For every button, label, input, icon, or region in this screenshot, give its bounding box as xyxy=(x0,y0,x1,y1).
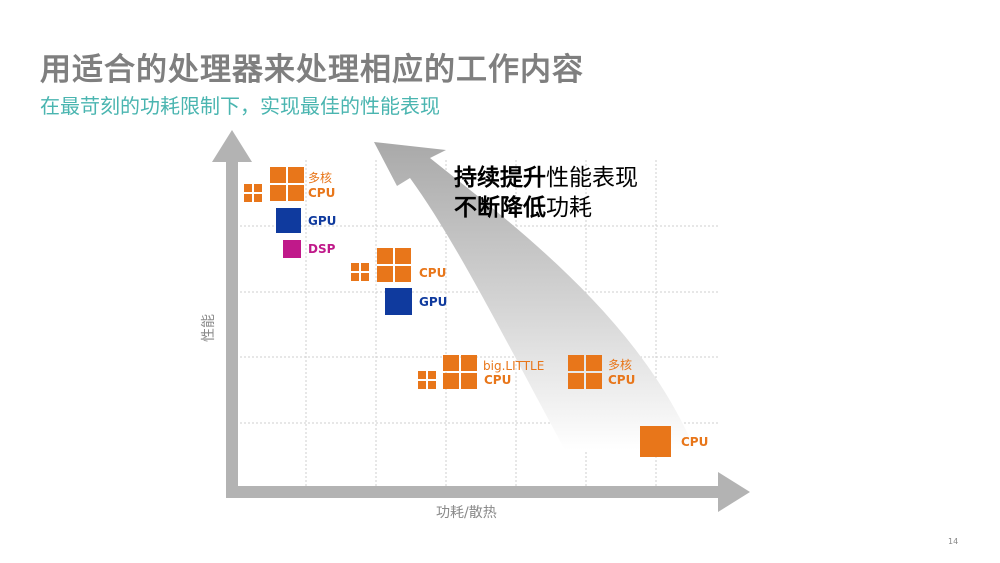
multicore-label-2: 多核 xyxy=(608,358,633,372)
page-number: 14 xyxy=(948,537,959,546)
gpu-label-1: GPU xyxy=(308,214,337,228)
y-axis-label: 性能 xyxy=(201,314,217,342)
gpu-icon-2 xyxy=(385,288,412,315)
slide-title: 用适合的处理器来处理相应的工作内容 xyxy=(40,52,584,88)
headline-line2-bold: 不断降低 xyxy=(454,195,546,221)
single-cpu-icon xyxy=(640,426,671,457)
gpu-icon-1 xyxy=(276,208,301,233)
big-little-cpu-icon xyxy=(418,355,477,389)
cpu-label-4: CPU xyxy=(608,373,636,387)
headline-line1-bold: 持续提升 xyxy=(454,165,546,191)
cpu-label-3: CPU xyxy=(484,373,512,387)
headline-line2-rest: 功耗 xyxy=(546,195,592,221)
headline: 持续提升性能表现 不断降低功耗 xyxy=(454,163,638,223)
axes xyxy=(212,130,750,512)
cpu-label-5: CPU xyxy=(681,435,709,449)
multicore-cpu-icon-group-1 xyxy=(244,167,304,202)
big-little-label: big.LITTLE xyxy=(483,359,545,373)
cpu-label-2: CPU xyxy=(419,266,447,280)
headline-line1-rest: 性能表现 xyxy=(546,165,638,191)
slide-subtitle: 在最苛刻的功耗限制下，实现最佳的性能表现 xyxy=(40,94,440,118)
trend-arrow xyxy=(374,142,695,450)
gpu-label-2: GPU xyxy=(419,295,448,309)
multicore-cpu-icon-group-2 xyxy=(351,248,411,282)
x-axis-label: 功耗/散热 xyxy=(436,505,497,521)
cpu-label-1: CPU xyxy=(308,186,336,200)
multicore-cpu-icon-group-3 xyxy=(568,355,602,389)
multicore-label-1: 多核 xyxy=(308,171,333,185)
dsp-icon xyxy=(283,240,301,258)
dsp-label: DSP xyxy=(308,242,336,256)
